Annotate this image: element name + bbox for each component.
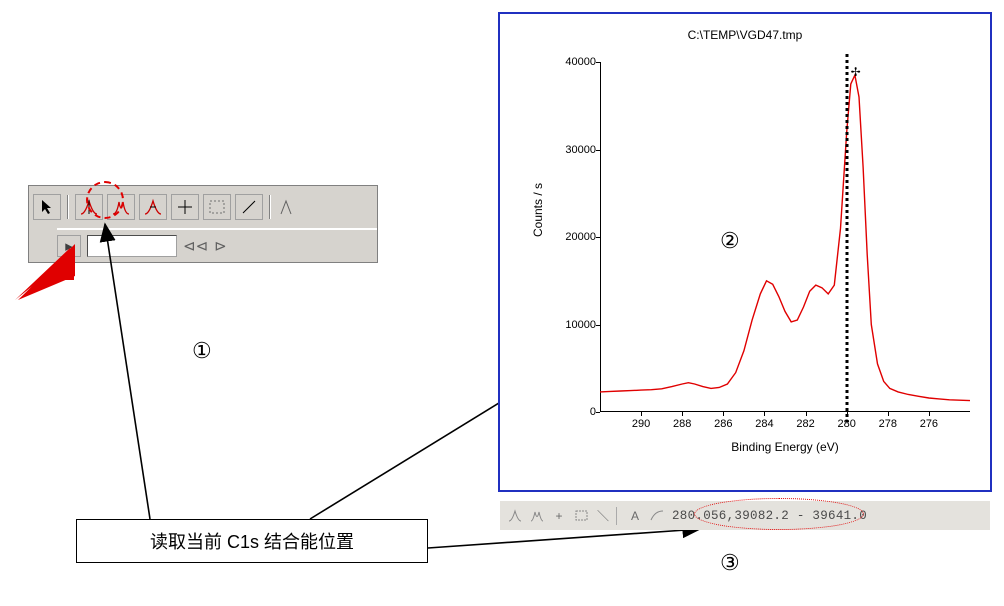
line-tool-button[interactable] bbox=[235, 194, 263, 220]
y-axis-label: Counts / s bbox=[531, 183, 545, 237]
x-tick-label: 290 bbox=[632, 418, 650, 430]
y-tick-label: 20000 bbox=[552, 231, 596, 243]
marker-3: ③ bbox=[720, 550, 740, 576]
x-tick-mark bbox=[682, 412, 683, 416]
caption-box: 读取当前 C1s 结合能位置 bbox=[76, 519, 428, 563]
y-tick-label: 30000 bbox=[552, 144, 596, 156]
x-tick-mark bbox=[806, 412, 807, 416]
x-tick-mark bbox=[641, 412, 642, 416]
cursor-cross-icon: ✢ bbox=[851, 65, 861, 79]
highlight-ellipse-icon bbox=[694, 498, 864, 530]
x-tick-mark bbox=[764, 412, 765, 416]
peak-tool-3-button[interactable] bbox=[139, 194, 167, 220]
x-axis-label: Binding Energy (eV) bbox=[600, 440, 970, 454]
cross-tool-button[interactable] bbox=[171, 194, 199, 220]
x-tick-label: 282 bbox=[796, 418, 814, 430]
status-separator bbox=[616, 507, 622, 525]
toolbar-row-1 bbox=[33, 192, 295, 222]
y-tick-label: 10000 bbox=[552, 319, 596, 331]
y-tick-mark bbox=[596, 237, 600, 238]
x-tick-label: 288 bbox=[673, 418, 691, 430]
status-cross-icon[interactable]: + bbox=[550, 507, 568, 525]
y-tick-mark bbox=[596, 150, 600, 151]
status-line-icon[interactable]: ＼ bbox=[594, 507, 612, 525]
status-fit-icon[interactable] bbox=[648, 507, 666, 525]
y-tick-mark bbox=[596, 412, 600, 413]
status-text-icon[interactable]: A bbox=[626, 507, 644, 525]
nav-prev-icon[interactable]: ⊲⊲ bbox=[183, 237, 208, 255]
nav-step-icon[interactable]: ⊳ bbox=[214, 237, 227, 255]
x-tick-label: 284 bbox=[755, 418, 773, 430]
toolbar-panel: ▸ ⊲⊲ ⊳ bbox=[28, 185, 378, 263]
nav-field[interactable] bbox=[87, 235, 177, 257]
marquee-tool-button[interactable] bbox=[203, 194, 231, 220]
more-icon bbox=[277, 194, 295, 220]
pointer-tool-button[interactable] bbox=[33, 194, 61, 220]
x-tick-label: 276 bbox=[920, 418, 938, 430]
y-tick-mark bbox=[596, 62, 600, 63]
toolbar-row-2: ▸ ⊲⊲ ⊳ bbox=[57, 228, 377, 258]
chart-plot-area[interactable]: 010000200003000040000 290288286284282280… bbox=[600, 62, 970, 412]
y-tick-label: 0 bbox=[552, 406, 596, 418]
status-marquee-icon[interactable] bbox=[572, 507, 590, 525]
y-tick-mark bbox=[596, 325, 600, 326]
spectrum-window: C:\TEMP\VGD47.tmp Counts / s 01000020000… bbox=[498, 12, 992, 492]
nav-button[interactable]: ▸ bbox=[57, 235, 81, 257]
vertical-cursor[interactable] bbox=[844, 54, 848, 422]
y-tick-label: 40000 bbox=[552, 56, 596, 68]
x-tick-mark bbox=[888, 412, 889, 416]
spectrum-line bbox=[600, 62, 970, 412]
caption-text: 读取当前 C1s 结合能位置 bbox=[150, 528, 354, 554]
x-tick-mark bbox=[929, 412, 930, 416]
toolbar-separator bbox=[67, 195, 69, 219]
chart-title: C:\TEMP\VGD47.tmp bbox=[500, 28, 990, 42]
status-split-icon[interactable] bbox=[528, 507, 546, 525]
status-toolbar: + ＼ A bbox=[506, 507, 666, 525]
x-tick-label: 278 bbox=[879, 418, 897, 430]
x-tick-mark bbox=[723, 412, 724, 416]
marker-2: ② bbox=[720, 228, 740, 254]
toolbar-separator bbox=[269, 195, 271, 219]
status-peak-icon[interactable] bbox=[506, 507, 524, 525]
marker-1: ① bbox=[192, 338, 212, 364]
highlight-circle-icon bbox=[86, 181, 124, 219]
x-tick-label: 286 bbox=[714, 418, 732, 430]
